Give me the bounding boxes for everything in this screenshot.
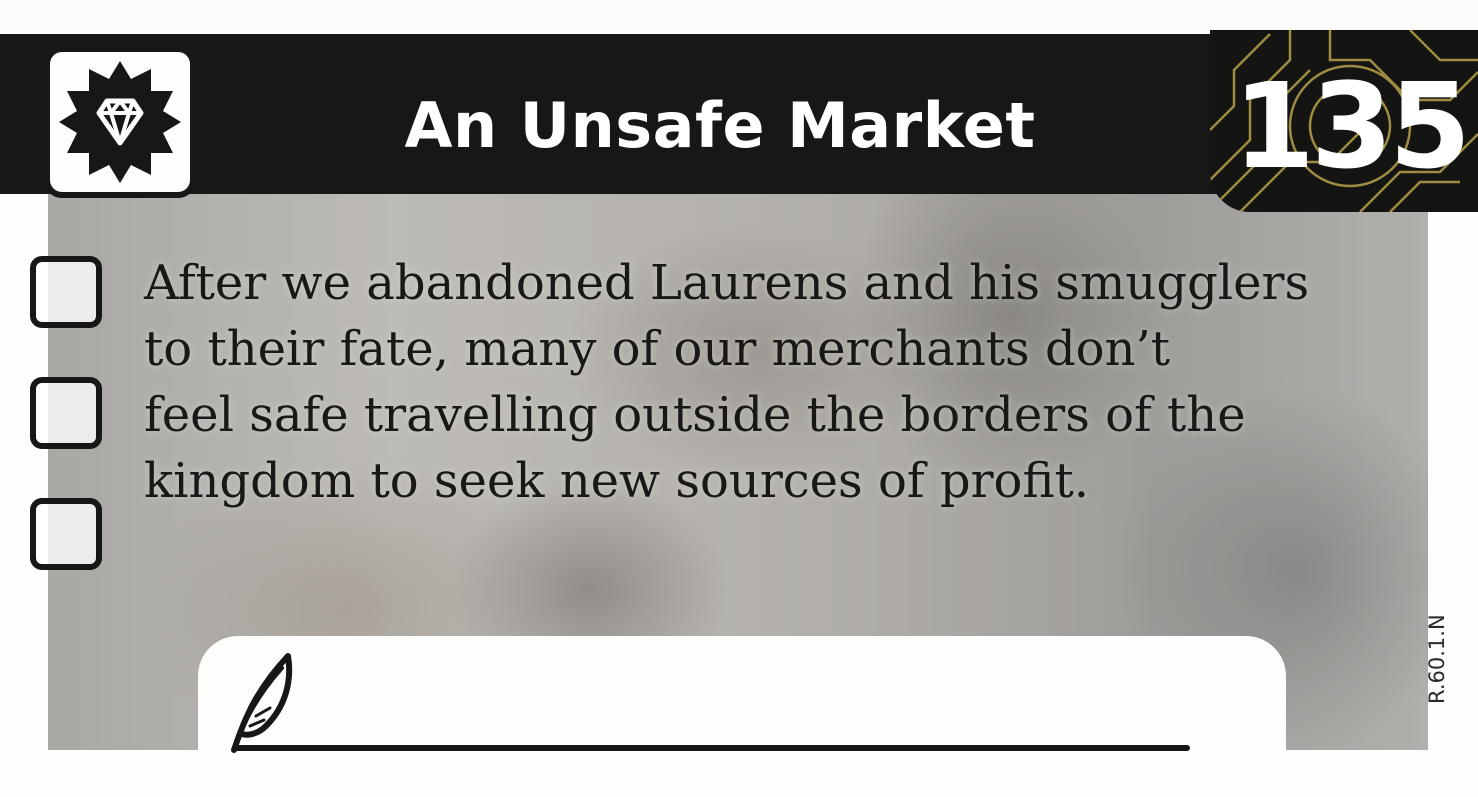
card-top-margin bbox=[0, 0, 1478, 30]
card-code: R.60.1.N bbox=[1425, 614, 1449, 704]
card-number: 135 bbox=[1232, 57, 1471, 195]
text-line-3: feel safe travelling outside the borders… bbox=[144, 387, 1246, 443]
checkbox-3[interactable] bbox=[30, 498, 102, 570]
note-field[interactable] bbox=[198, 636, 1286, 797]
text-line-4: kingdom to seek new sources of profit. bbox=[144, 453, 1089, 509]
card-body-text: After we abandoned Laurens and his smugg… bbox=[144, 250, 1414, 514]
text-line-2: to their fate, many of our merchants don… bbox=[144, 321, 1171, 377]
category-badge bbox=[44, 46, 196, 198]
number-panel bbox=[1210, 30, 1478, 212]
diamond-icon bbox=[59, 61, 181, 183]
quill-icon bbox=[231, 653, 293, 753]
ornament-pattern-icon bbox=[1210, 30, 1478, 212]
checkbox-1[interactable] bbox=[30, 256, 102, 328]
card-title: An Unsafe Market bbox=[404, 88, 1036, 162]
text-line-1: After we abandoned Laurens and his smugg… bbox=[144, 255, 1310, 311]
checkbox-2[interactable] bbox=[30, 377, 102, 449]
note-underline bbox=[234, 745, 1190, 751]
